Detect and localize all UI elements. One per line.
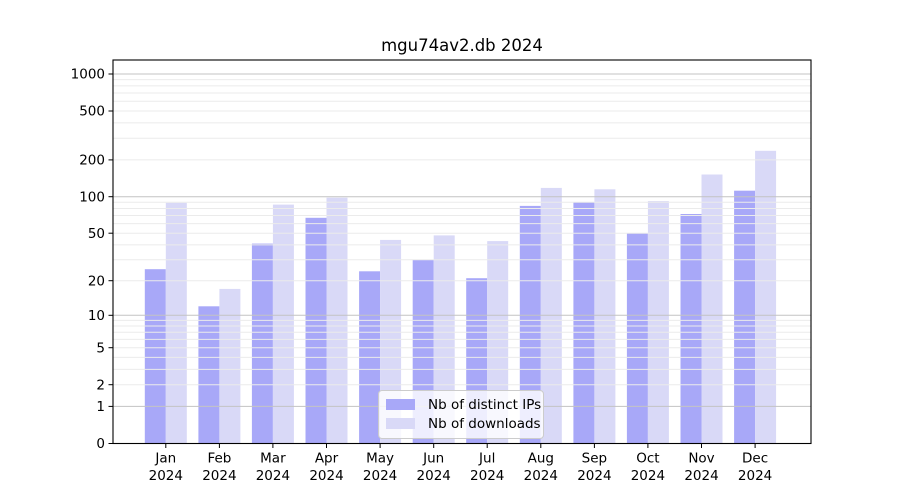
legend-label-distinct-ips: Nb of distinct IPs [428, 396, 542, 413]
chart-title: mgu74av2.db 2024 [381, 36, 543, 55]
bar-downloads-mar [272, 204, 294, 444]
x-tick-label-year: 2024 [417, 468, 451, 484]
x-tick-label-year: 2024 [577, 468, 611, 484]
bar-downloads-nov [701, 174, 723, 444]
bar-ips-jan [144, 269, 166, 444]
x-tick-label-month: Mar [260, 451, 286, 467]
x-tick-label-year: 2024 [738, 468, 772, 484]
bar-downloads-oct [647, 201, 669, 444]
bar-ips-sep [573, 202, 595, 444]
y-tick-label: 500 [79, 104, 105, 120]
x-tick-label-year: 2024 [470, 468, 504, 484]
bar-downloads-sep [594, 189, 616, 444]
y-tick-label: 1000 [71, 67, 105, 83]
bar-ips-aug [519, 205, 541, 444]
x-tick-label-month: Jan [154, 451, 176, 467]
x-tick-label-year: 2024 [149, 468, 183, 484]
plot-border [112, 59, 812, 445]
y-tick-label: 100 [79, 189, 105, 205]
y-tick-label: 0 [96, 436, 105, 452]
x-tick-label-year: 2024 [256, 468, 290, 484]
y-tick-label: 200 [79, 153, 105, 169]
y-tick-label: 50 [88, 226, 105, 242]
x-tick-label-month: Sep [582, 451, 607, 467]
x-tick-label-month: Jul [478, 451, 495, 467]
x-tick-label-year: 2024 [363, 468, 397, 484]
x-tick-label-month: Nov [688, 451, 714, 467]
x-tick-label-month: Feb [207, 451, 231, 467]
bar-downloads-dec [755, 150, 777, 444]
x-tick-label-month: Apr [315, 451, 339, 467]
bar-ips-mar [251, 243, 273, 444]
x-tick-label-year: 2024 [684, 468, 718, 484]
x-tick-label-year: 2024 [524, 468, 558, 484]
legend-swatch-distinct-ips [386, 399, 415, 410]
y-tick-label: 10 [88, 308, 105, 324]
bar-ips-dec [734, 190, 756, 444]
legend-item-downloads: Nb of downloads [386, 414, 541, 433]
x-tick-label-year: 2024 [202, 468, 236, 484]
x-tick-label-month: May [366, 451, 394, 467]
legend-box: Nb of distinct IPs Nb of downloads [378, 390, 544, 439]
x-tick-label-year: 2024 [631, 468, 665, 484]
bar-downloads-jan [165, 202, 187, 444]
bar-ips-oct [626, 233, 648, 444]
y-tick-label: 1 [96, 399, 105, 415]
y-tick-label: 5 [96, 340, 105, 356]
x-tick-label-year: 2024 [309, 468, 343, 484]
y-tick-label: 20 [88, 273, 105, 289]
x-tick-label-month: Jun [422, 451, 444, 467]
bar-ips-nov [680, 214, 702, 444]
legend-swatch-downloads [386, 418, 415, 429]
bar-downloads-feb [219, 288, 241, 444]
legend-item-distinct-ips: Nb of distinct IPs [386, 395, 541, 414]
x-tick-label-month: Oct [636, 451, 659, 467]
bar-ips-feb [198, 306, 220, 444]
y-tick-label: 2 [96, 377, 105, 393]
x-tick-label-month: Dec [742, 451, 768, 467]
legend-label-downloads: Nb of downloads [428, 415, 541, 432]
bar-ips-apr [305, 217, 327, 444]
x-tick-label-month: Aug [528, 451, 554, 467]
